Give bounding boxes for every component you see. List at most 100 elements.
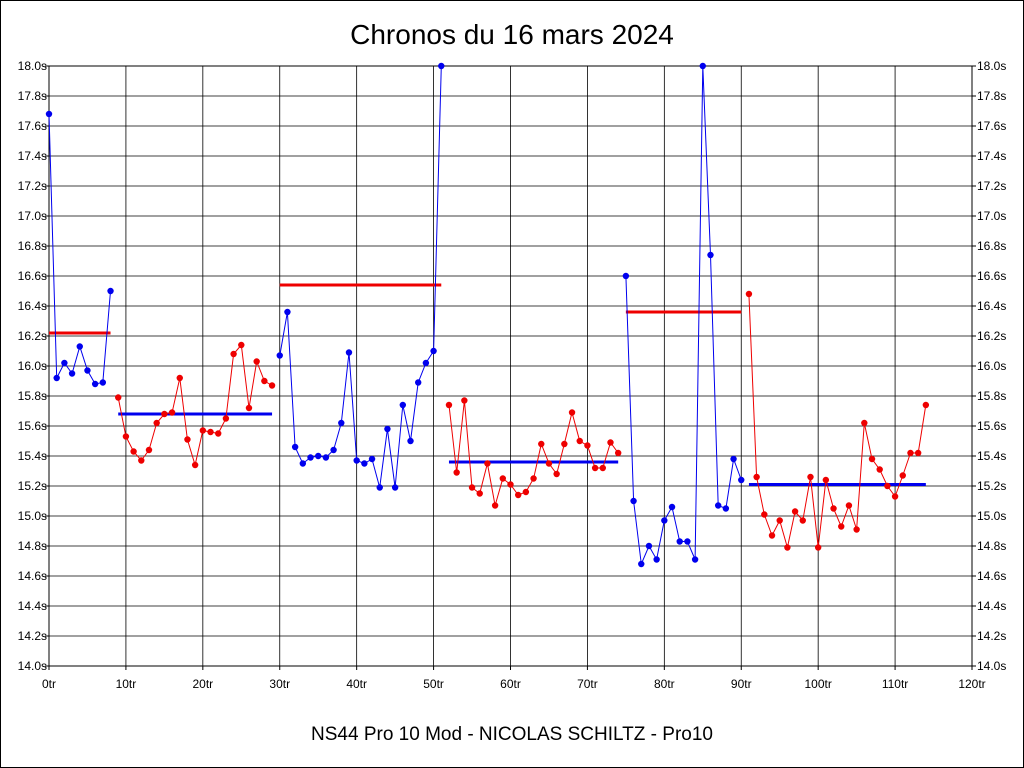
y-tick-label-left: 17.0s (18, 209, 47, 223)
lap-point (545, 460, 553, 467)
lap-point (61, 359, 68, 367)
lap-point (514, 491, 522, 499)
lap-point (584, 442, 591, 449)
stint-series (115, 341, 276, 469)
lap-point (399, 401, 407, 409)
lap-point (807, 473, 814, 481)
x-tick-label: 70tr (577, 677, 598, 691)
y-tick-label-left: 15.8s (18, 389, 47, 403)
y-tick-label-left: 15.0s (18, 509, 47, 523)
y-tick-label-right: 16.8s (977, 239, 1006, 253)
lap-point (291, 443, 299, 451)
lap-point (461, 397, 468, 404)
lap-series (45, 62, 930, 568)
y-tick-label-left: 14.6s (18, 569, 47, 583)
y-tick-label-right: 14.8s (977, 539, 1006, 553)
lap-point (791, 508, 799, 515)
y-tick-label-right: 16.6s (977, 269, 1006, 283)
y-tick-label-right: 15.2s (977, 479, 1006, 493)
lap-point (776, 517, 783, 524)
lap-point (299, 460, 307, 467)
y-tick-label-right: 16.4s (977, 299, 1006, 313)
lap-point (438, 62, 445, 70)
lap-point (76, 343, 83, 350)
y-tick-label-left: 15.4s (18, 449, 47, 463)
lap-point (161, 410, 168, 418)
y-tick-label-right: 17.6s (977, 119, 1006, 133)
lap-point (553, 470, 560, 478)
lap-point (853, 526, 860, 533)
lap-point (315, 452, 322, 460)
lap-point (276, 352, 283, 359)
y-tick-label-right: 14.2s (977, 629, 1006, 643)
chart-footer: NS44 Pro 10 Mod - NICOLAS SCHILTZ - Pro1… (311, 724, 713, 745)
lap-point (922, 401, 930, 409)
x-tick-label: 100tr (804, 677, 831, 691)
stint-series (45, 110, 114, 388)
lap-point (784, 544, 791, 551)
lap-point (238, 341, 245, 349)
lap-point (630, 497, 637, 505)
lap-point (638, 560, 645, 568)
lap-point (768, 532, 776, 539)
y-tick-label-right: 15.4s (977, 449, 1006, 463)
lap-point (453, 469, 460, 476)
y-tick-label-left: 14.4s (18, 599, 47, 613)
y-tick-label-left: 14.2s (18, 629, 47, 643)
x-tick-label: 50tr (423, 677, 444, 691)
lap-point (891, 493, 899, 500)
y-tick-label-right: 15.8s (977, 389, 1006, 403)
lap-point (361, 460, 368, 467)
series-line (748, 293, 927, 548)
lap-point (861, 419, 868, 427)
lap-point (253, 358, 260, 365)
lap-point (838, 523, 845, 530)
y-tick-label-right: 14.6s (977, 569, 1006, 583)
y-tick-label-right: 17.8s (977, 89, 1006, 103)
lap-point (499, 475, 507, 482)
lap-point (376, 484, 383, 491)
lap-point (345, 349, 353, 356)
x-tick-label: 30tr (269, 677, 290, 691)
average-lines (49, 283, 926, 486)
lap-point (607, 439, 614, 446)
lap-point (507, 481, 514, 488)
series-line (448, 400, 619, 506)
lap-point (184, 436, 191, 443)
lap-point (222, 415, 230, 422)
lap-point (761, 511, 768, 518)
lap-point (868, 455, 876, 463)
y-tick-label-right: 16.0s (977, 359, 1006, 373)
x-tick-label: 40tr (346, 677, 367, 691)
lap-point (268, 382, 276, 389)
stint-series (745, 290, 930, 551)
lap-point (599, 464, 606, 472)
lap-point (91, 380, 99, 388)
lap-point (622, 272, 630, 280)
lap-point (168, 409, 176, 416)
lap-point (245, 404, 253, 412)
lap-point (261, 377, 268, 385)
lap-point (99, 379, 107, 386)
x-tick-label: 90tr (731, 677, 752, 691)
lap-point (484, 460, 491, 467)
lap-point (338, 419, 345, 427)
lap-point (145, 446, 153, 454)
plot-area-border (48, 65, 973, 667)
lap-point (668, 503, 676, 511)
lap-point (653, 556, 660, 563)
y-tick-label-right: 15.6s (977, 419, 1006, 433)
lap-point (215, 430, 222, 437)
lap-point (799, 517, 806, 524)
lap-point (722, 505, 730, 512)
lap-point (745, 290, 753, 298)
lap-point (430, 347, 437, 355)
lap-point (284, 308, 291, 316)
lap-point (561, 440, 568, 448)
lap-point (476, 490, 483, 497)
lap-point (322, 454, 330, 461)
lap-point (914, 449, 922, 457)
lap-point (122, 433, 130, 440)
lap-point (699, 62, 706, 70)
